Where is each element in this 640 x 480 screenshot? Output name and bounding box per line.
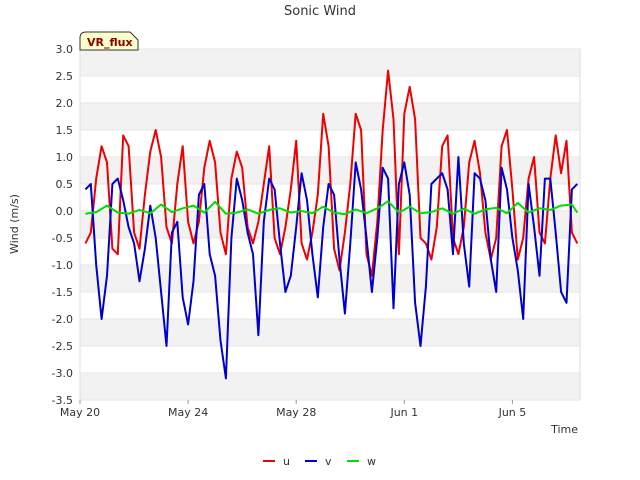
y-tick-label: -3.5 [52, 394, 73, 407]
legend-label-v[interactable]: v [325, 455, 332, 468]
series-line-u [84, 69, 579, 277]
legend-label-u[interactable]: u [283, 455, 290, 468]
y-tick-label: -1.5 [52, 286, 73, 299]
y-tick-label: -2.0 [52, 313, 73, 326]
x-tick-label: May 24 [168, 406, 208, 419]
vr-flux-badge: VR_flux [79, 31, 139, 51]
y-tick-label: 1.5 [56, 124, 74, 137]
x-tick-label: May 20 [60, 406, 100, 419]
y-tick-label: -1.0 [52, 259, 73, 272]
y-tick-label: -2.5 [52, 340, 73, 353]
y-tick-label: -3.0 [52, 367, 73, 380]
y-tick-label: 3.0 [56, 43, 74, 56]
series-line-w [85, 200, 579, 216]
x-axis-title: Time [550, 423, 578, 436]
x-tick-label: Jun 5 [498, 406, 527, 419]
grid-band [80, 103, 580, 130]
background-bands [80, 49, 580, 400]
badge-label: VR_flux [87, 36, 133, 49]
y-tick-label: 0.0 [56, 205, 74, 218]
y-tick-label: 2.0 [56, 97, 74, 110]
legend: u v w [263, 455, 376, 468]
y-axis-ticks: 3.0 2.5 2.0 1.5 1.0 0.5 0.0 -0.5 -1.0 -1.5 -2.0 -2.… [52, 43, 580, 407]
y-tick-label: 2.5 [56, 70, 74, 83]
grid-band [80, 265, 580, 292]
chart-title: Sonic Wind [284, 4, 356, 19]
y-tick-label: 1.0 [56, 151, 74, 164]
grid-band [80, 373, 580, 400]
y-tick-label: -0.5 [52, 232, 73, 245]
x-axis-ticks: May 20 May 24 May 28 Jun 1 Jun 5 [60, 400, 526, 419]
series-lines [84, 69, 579, 380]
y-axis-title: Wind (m/s) [8, 194, 21, 254]
legend-label-w[interactable]: w [367, 455, 376, 468]
grid-band [80, 49, 580, 76]
x-tick-label: May 28 [276, 406, 316, 419]
series-line-v [84, 156, 579, 380]
y-tick-label: 0.5 [56, 178, 74, 191]
grid-band [80, 319, 580, 346]
x-tick-label: Jun 1 [389, 406, 418, 419]
